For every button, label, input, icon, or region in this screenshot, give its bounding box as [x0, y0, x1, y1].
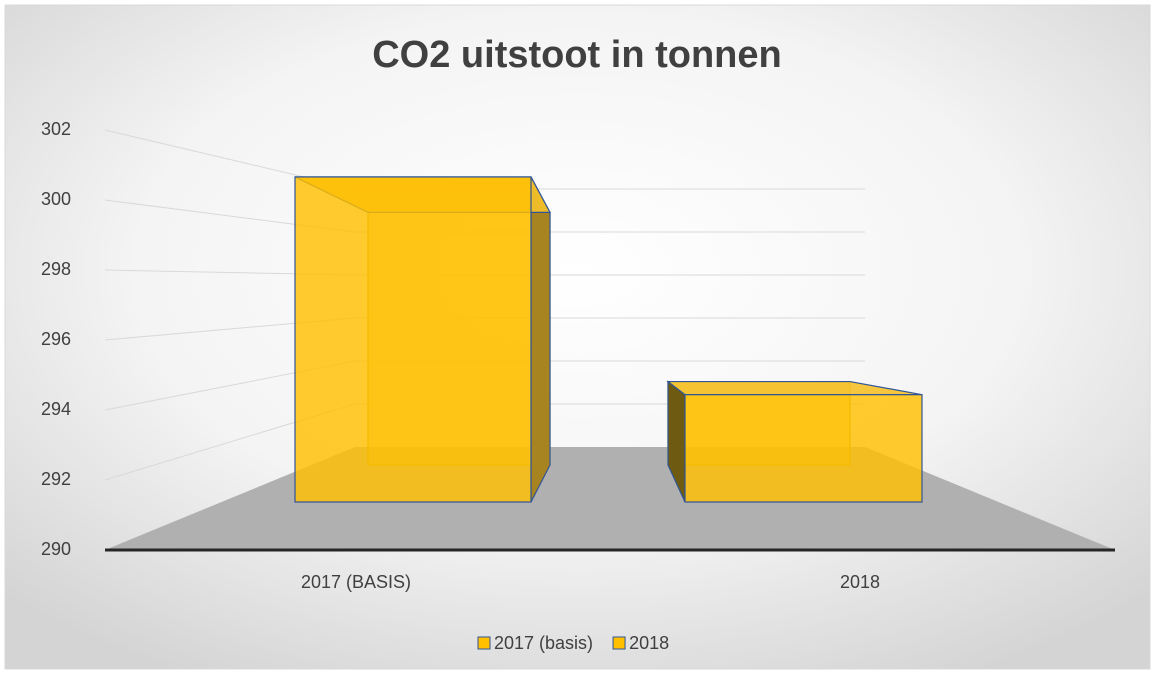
chart-title: CO2 uitstoot in tonnen — [372, 34, 782, 76]
legend-label: 2017 (basis) — [494, 633, 593, 653]
y-tick-label: 300 — [41, 189, 71, 209]
x-tick-label: 2018 — [840, 572, 880, 592]
legend-swatch — [477, 636, 491, 650]
legend-swatch — [612, 636, 626, 650]
chart-background — [4, 4, 1151, 670]
x-tick-label: 2017 (BASIS) — [301, 572, 411, 592]
y-tick-label: 290 — [41, 539, 71, 559]
bar-front — [684, 394, 923, 503]
y-tick-label: 294 — [41, 399, 71, 419]
y-tick-label: 296 — [41, 329, 71, 349]
y-tick-label: 292 — [41, 469, 71, 489]
y-tick-label: 302 — [41, 119, 71, 139]
y-tick-label: 298 — [41, 259, 71, 279]
bar-front — [294, 176, 532, 503]
legend-label: 2018 — [629, 633, 669, 653]
bar-side — [530, 176, 551, 503]
